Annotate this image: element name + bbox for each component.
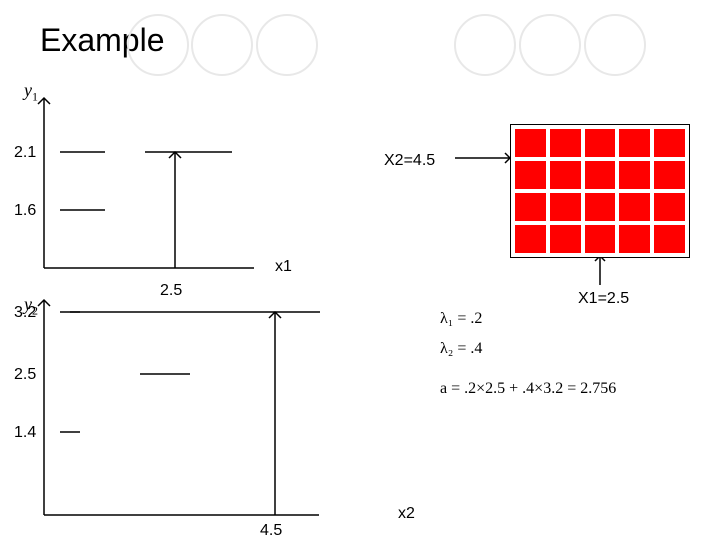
eq-lambda2: λ₂ = .4: [440, 340, 482, 358]
chart2-xtick: 4.5: [260, 522, 282, 540]
chart2-tick-3-2: 3.2: [14, 304, 36, 322]
diagram-svg: [0, 0, 720, 540]
chart2-tick-2-5: 2.5: [14, 366, 36, 384]
grid-cell: [515, 161, 546, 189]
grid-cell: [654, 225, 685, 253]
grid-cell: [619, 161, 650, 189]
grid-cell: [619, 225, 650, 253]
chart1-xlabel: x1: [275, 258, 292, 276]
grid-cell: [550, 225, 581, 253]
grid-cell: [585, 225, 616, 253]
grid-cell: [550, 129, 581, 157]
chart1-xtick: 2.5: [160, 282, 182, 300]
slide-stage: Example y1 y2 2.1 1.6 x1 2.5 3.2 2.5 1.4…: [0, 0, 720, 540]
grid-x1-label: X1=2.5: [578, 290, 629, 308]
chart2-xlabel: x2: [398, 505, 415, 523]
grid-cell: [550, 193, 581, 221]
grid-cell: [619, 193, 650, 221]
som-grid: [510, 124, 690, 258]
grid-cell: [654, 161, 685, 189]
eq-lambda1: λ₁ = .2: [440, 310, 482, 328]
grid-cell: [585, 129, 616, 157]
grid-cell: [619, 129, 650, 157]
grid-cell: [585, 193, 616, 221]
grid-cell: [585, 161, 616, 189]
grid-x2-label: X2=4.5: [384, 152, 435, 170]
grid-cell: [550, 161, 581, 189]
chart1-tick-1-6: 1.6: [14, 202, 36, 220]
chart1-tick-2-1: 2.1: [14, 144, 36, 162]
grid-cell: [515, 193, 546, 221]
grid-cell: [654, 193, 685, 221]
grid-cell: [515, 129, 546, 157]
grid-cell: [654, 129, 685, 157]
grid-cell: [515, 225, 546, 253]
eq-a: a = .2×2.5 + .4×3.2 = 2.756: [440, 380, 616, 398]
chart2-tick-1-4: 1.4: [14, 424, 36, 442]
